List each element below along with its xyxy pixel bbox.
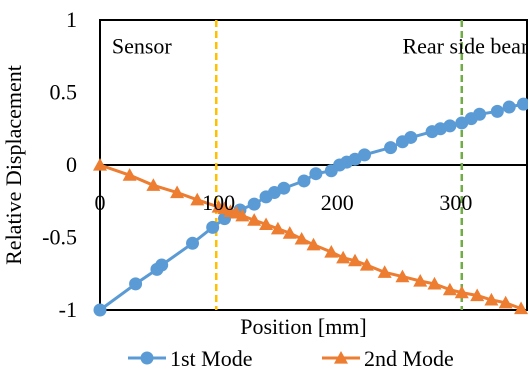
series-2-point <box>427 276 442 290</box>
y-tick-label: 0.5 <box>50 80 78 105</box>
series-line-2 <box>99 163 522 311</box>
annotation-label-1: Sensor <box>112 33 173 58</box>
series-1-point <box>516 97 528 111</box>
series-2-point <box>270 221 285 235</box>
series-2-point <box>395 269 410 283</box>
series-2-point <box>377 265 392 278</box>
series-2-point <box>324 245 339 258</box>
series-1-point <box>93 303 107 317</box>
series-2-point <box>470 288 485 302</box>
series-1-point <box>206 220 220 234</box>
series-2-point <box>294 231 309 245</box>
series-2-point <box>122 168 137 181</box>
series-2-point <box>306 237 321 251</box>
series-1-point <box>490 104 504 118</box>
y-tick-label: 1 <box>66 7 77 32</box>
y-tick-label: 0 <box>66 152 77 177</box>
series-1-point <box>404 130 418 144</box>
series-1-point <box>277 181 291 195</box>
series-2-point <box>336 250 351 264</box>
x-tick-label: 100 <box>202 190 235 215</box>
x-tick-label: 0 <box>95 190 106 215</box>
series-2-point <box>190 192 205 206</box>
series-2-point <box>413 274 428 287</box>
series-1-point <box>297 174 311 188</box>
y-tick-label: -1 <box>59 297 77 322</box>
legend-marker-2 <box>334 351 348 364</box>
series-1-point <box>473 107 487 121</box>
series-2-point <box>170 185 185 199</box>
series-2-point <box>359 258 374 271</box>
series-2-point <box>247 213 262 226</box>
y-tick-label: -0.5 <box>42 225 77 250</box>
series-1-point <box>358 148 372 162</box>
series-2-point <box>514 301 528 315</box>
series-2-point <box>454 285 469 299</box>
legend-marker-1 <box>140 351 154 365</box>
series-1-point <box>247 197 261 211</box>
series-1-point <box>186 236 200 250</box>
y-axis-title: Relative Displacement <box>1 65 26 265</box>
series-1-point <box>443 119 457 133</box>
series-2-point <box>348 253 363 267</box>
series-1-point <box>384 141 398 155</box>
legend-label-2: 2nd Mode <box>364 346 454 371</box>
series-2-point <box>235 208 250 222</box>
legend-label-1: 1st Mode <box>170 346 253 371</box>
series-2-point <box>259 217 274 231</box>
series-1-point <box>155 258 169 272</box>
annotation-label-2: Rear side bearing <box>402 33 528 58</box>
series-2-point <box>442 282 457 296</box>
x-tick-label: 200 <box>321 190 354 215</box>
series-2-point <box>498 295 513 309</box>
x-tick-label: 300 <box>439 190 472 215</box>
x-axis-title: Position [mm] <box>240 314 367 339</box>
series-2-point <box>146 178 161 191</box>
series-1-point <box>502 100 516 114</box>
series-1-point <box>309 167 323 181</box>
series-2-point <box>282 226 297 239</box>
series-1-point <box>129 277 143 291</box>
series-2-point <box>93 158 107 171</box>
series-2-point <box>484 292 499 306</box>
